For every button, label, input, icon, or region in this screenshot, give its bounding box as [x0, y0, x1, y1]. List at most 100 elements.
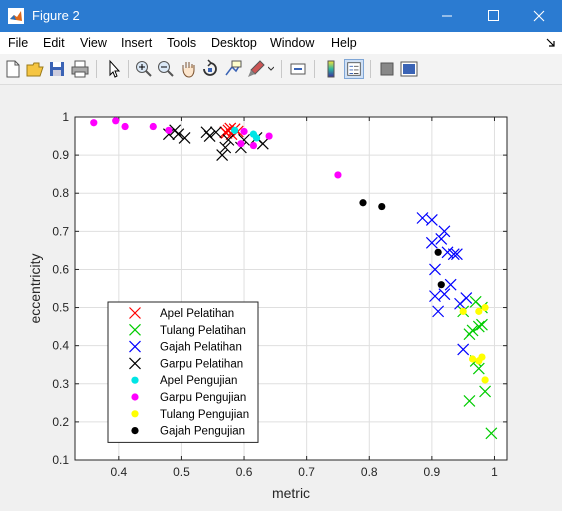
legend-marker	[131, 393, 139, 401]
legend-marker	[129, 323, 141, 336]
x-axis-label: metric	[272, 485, 310, 501]
data-point	[209, 126, 222, 139]
brush-icon[interactable]	[246, 59, 266, 79]
data-point	[485, 427, 498, 440]
x-tick-label: 0.9	[424, 465, 441, 479]
data-point	[378, 202, 386, 211]
legend-label: Garpu Pengujian	[160, 392, 246, 404]
legend[interactable]: Apel Pelatihan Tulang Pelatihan Gajah Pela…	[107, 301, 259, 443]
axis-ticks: 0.4 0.5 0.6 0.7 0.8 0.9 1 0.1 0.2 0.3 0.4 0.5 0.6 0.7…	[52, 110, 507, 479]
toolbar-separator	[281, 60, 282, 78]
x-tick-label: 1	[491, 465, 498, 479]
data-marks	[90, 117, 498, 440]
series-gajah-pengujian	[359, 199, 445, 289]
x-tick-label: 0.6	[236, 465, 253, 479]
data-point	[219, 141, 232, 154]
menu-help[interactable]: Help	[331, 36, 357, 50]
data-point	[90, 119, 98, 127]
data-point	[475, 357, 483, 365]
menu-desktop[interactable]: Desktop	[211, 36, 257, 50]
figure-canvas: 0.4 0.5 0.6 0.7 0.8 0.9 1 0.1 0.2 0.3 0.4 0.5 0.6 0.7…	[0, 85, 562, 506]
data-point	[172, 128, 185, 141]
data-point	[416, 212, 429, 224]
zoom-out-icon[interactable]	[156, 59, 176, 79]
legend-label: Tulang Pelatihan	[160, 325, 246, 337]
legend-label: Apel Pelatihan	[160, 308, 234, 320]
data-point	[437, 281, 445, 289]
data-point	[475, 307, 483, 315]
menu-file[interactable]: File	[8, 36, 29, 50]
menu-tools[interactable]: Tools	[167, 36, 197, 50]
legend-label: Gajah Pelatihan	[160, 342, 242, 354]
menu-window[interactable]: Window	[270, 36, 315, 50]
maximize-icon	[488, 10, 499, 21]
data-point	[265, 132, 273, 140]
data-point	[479, 385, 492, 398]
window-titlebar: Figure 2	[0, 0, 562, 32]
y-tick-label: 0.6	[52, 262, 69, 276]
toolbar-separator	[128, 60, 129, 78]
series-apel-pengujian	[231, 126, 261, 142]
data-point	[472, 320, 485, 333]
show-plot-tools-icon[interactable]	[399, 59, 419, 79]
series-tulang-pengujian	[459, 303, 489, 384]
legend-label: Apel Pengujian	[160, 375, 237, 387]
legend-box	[107, 301, 259, 443]
print-icon[interactable]	[70, 59, 90, 79]
rotate-3d-icon[interactable]	[200, 59, 220, 79]
save-icon[interactable]	[47, 59, 67, 79]
link-plot-icon[interactable]	[288, 59, 308, 79]
data-point	[457, 343, 470, 356]
data-point	[444, 278, 457, 291]
data-cursor-icon[interactable]	[223, 59, 243, 79]
scatter-chart[interactable]: 0.4 0.5 0.6 0.7 0.8 0.9 1 0.1 0.2 0.3 0.4 0.5 0.6 0.7…	[0, 85, 562, 506]
pan-icon[interactable]	[178, 59, 198, 79]
data-point	[468, 355, 477, 363]
maximize-button[interactable]	[470, 0, 516, 32]
legend-icon[interactable]	[344, 59, 364, 79]
data-point	[252, 134, 261, 142]
zoom-in-icon[interactable]	[134, 59, 154, 79]
data-point	[450, 248, 463, 261]
close-button[interactable]	[516, 0, 562, 32]
legend-marker	[131, 410, 139, 418]
data-point	[429, 290, 441, 303]
data-point	[481, 303, 489, 312]
axes-box	[74, 116, 508, 461]
figure-toolbar	[0, 54, 562, 85]
matlab-logo-icon	[8, 8, 24, 24]
pointer-icon[interactable]	[104, 59, 124, 79]
data-point	[112, 117, 120, 125]
data-point	[454, 297, 466, 310]
data-point	[216, 149, 229, 162]
menu-insert[interactable]: Insert	[121, 36, 153, 50]
toolbar-separator	[370, 60, 371, 78]
colorbar-icon[interactable]	[321, 59, 341, 79]
legend-label: Gajah Pengujian	[160, 426, 245, 438]
data-point	[121, 122, 129, 131]
minimize-button[interactable]	[424, 0, 470, 32]
new-figure-icon[interactable]	[3, 59, 23, 79]
x-tick-label: 0.4	[110, 465, 127, 479]
data-point	[231, 126, 239, 134]
y-tick-label: 0.3	[52, 377, 69, 391]
y-tick-label: 0.8	[52, 186, 69, 200]
dock-arrow-icon[interactable]	[546, 38, 556, 48]
toolbar-separator	[314, 60, 315, 78]
hide-plot-tools-icon[interactable]	[377, 59, 397, 79]
close-icon	[533, 10, 545, 22]
data-point	[334, 171, 342, 179]
menu-edit[interactable]: Edit	[43, 36, 65, 50]
chevron-down-icon[interactable]	[268, 66, 274, 72]
open-file-icon[interactable]	[25, 59, 45, 79]
y-tick-label: 0.1	[52, 453, 69, 467]
menu-view[interactable]: View	[80, 36, 107, 50]
minimize-icon	[442, 15, 452, 17]
y-tick-label: 0.5	[52, 301, 69, 315]
data-point	[481, 376, 489, 384]
data-point	[463, 328, 476, 341]
y-tick-label: 0.4	[52, 339, 69, 353]
x-tick-label: 0.5	[173, 465, 190, 479]
data-point	[165, 126, 173, 134]
data-point	[476, 318, 488, 331]
